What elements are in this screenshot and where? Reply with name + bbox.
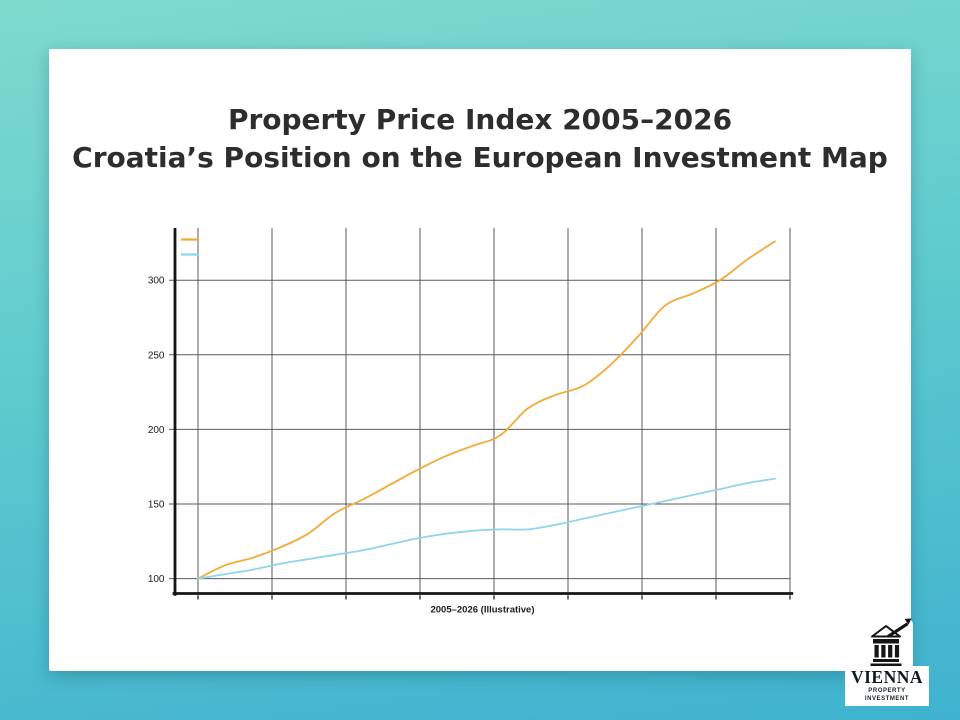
page-title: Property Price Index 2005–2026	[227, 103, 733, 136]
axes	[172, 228, 794, 600]
y-tick-label: 200	[148, 425, 165, 436]
y-tick-label: 300	[148, 276, 165, 287]
logo-badge	[861, 618, 913, 669]
logo-brand-name: VIENNA	[850, 667, 924, 687]
vienna-logo: VIENNA PROPERTY INVESTMENT	[845, 618, 929, 706]
gridlines	[169, 228, 791, 594]
y-tick-label: 250	[148, 350, 165, 361]
y-tick-label: 100	[148, 574, 165, 585]
y-tick-label: 150	[148, 500, 165, 511]
series-line-orange-series	[197, 240, 776, 580]
logo-text: VIENNA PROPERTY INVESTMENT	[845, 666, 929, 706]
logo-tagline: PROPERTY INVESTMENT	[864, 688, 910, 702]
slide-card: Property Price Index 2005–2026 Croatia’s…	[49, 49, 911, 671]
title-block: Property Price Index 2005–2026 Croatia’s…	[49, 101, 911, 177]
building-arrow-icon	[870, 618, 912, 667]
legend	[181, 238, 199, 256]
price-index-line-chart: 100 150 200 250 300 2005–2026 (Illustrative)	[148, 228, 794, 616]
page-subtitle: Croatia’s Position on the European Inves…	[72, 141, 888, 174]
x-axis-label: 2005–2026 (Illustrative)	[430, 605, 534, 616]
series-line-blue-series	[197, 477, 776, 580]
